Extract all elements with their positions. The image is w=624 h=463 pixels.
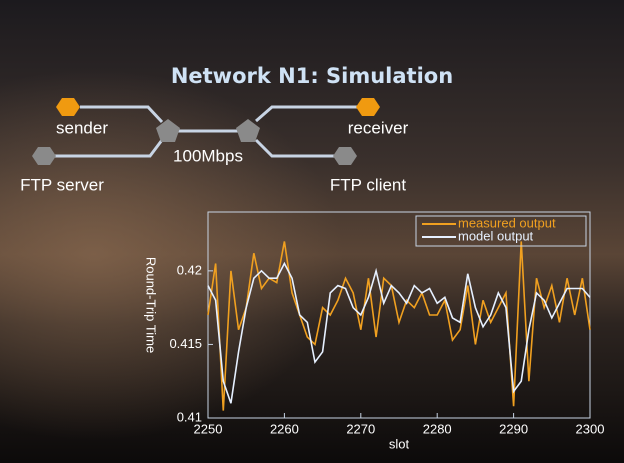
- legend-label: model output: [458, 228, 534, 243]
- x-axis-label: slot: [389, 436, 410, 451]
- y-axis-label: Round-Trip Time: [144, 257, 159, 353]
- x-tick-label: 2250: [194, 421, 223, 436]
- node-label: FTP server: [20, 175, 104, 194]
- y-tick-label: 0.42: [177, 262, 202, 277]
- x-tick-label: 2270: [346, 421, 375, 436]
- x-tick-label: 2260: [270, 421, 299, 436]
- y-tick-label: 0.415: [169, 336, 202, 351]
- node-label: FTP client: [330, 175, 406, 194]
- x-tick-label: 2280: [423, 421, 452, 436]
- node-label: receiver: [348, 118, 409, 137]
- node-label: sender: [56, 118, 108, 137]
- link-label: 100Mbps: [173, 146, 243, 165]
- x-tick-label: 2300: [576, 421, 605, 436]
- slide: Network N1: Simulation sender FTP server…: [0, 0, 624, 463]
- x-tick-label: 2290: [499, 421, 528, 436]
- slide-title: Network N1: Simulation: [171, 64, 453, 88]
